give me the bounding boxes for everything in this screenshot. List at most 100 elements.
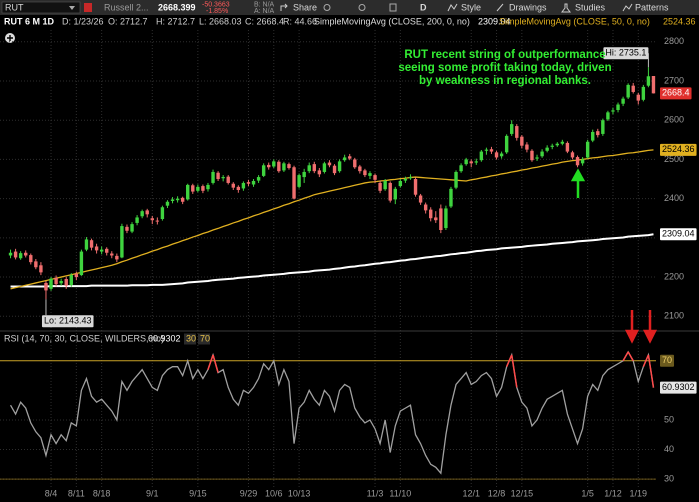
candle-body	[130, 224, 134, 232]
x-tick-label: 12/8	[488, 488, 506, 498]
x-tick-label: 8/18	[93, 488, 111, 498]
candle-body	[180, 197, 185, 202]
candle-body	[34, 261, 38, 268]
candle-body	[423, 204, 428, 211]
candle-body	[631, 85, 635, 92]
candle-body	[591, 131, 595, 141]
candle-body	[297, 175, 301, 187]
candle-body	[575, 157, 580, 166]
share-icon[interactable]	[280, 3, 288, 11]
candle-body	[515, 126, 519, 138]
share-button[interactable]: Share	[293, 2, 317, 12]
dropdown-arrow[interactable]	[69, 6, 75, 10]
last-price-label-box	[660, 87, 692, 100]
low-label-box	[41, 315, 94, 328]
candle-body	[256, 177, 261, 181]
candle-body	[236, 186, 241, 190]
candle-body	[383, 180, 387, 190]
studies-button[interactable]: Studies	[575, 2, 606, 12]
candle-body	[520, 136, 524, 146]
info-high: H: 2712.7	[156, 16, 195, 26]
style-button[interactable]: Style	[461, 2, 481, 12]
high-label-box	[603, 47, 649, 60]
candle-body	[64, 279, 68, 286]
candle-body	[39, 265, 43, 273]
moving-average-line	[10, 233, 654, 288]
candle-body	[196, 186, 200, 191]
x-tick-label: 1/5	[581, 488, 594, 498]
candle-body	[135, 217, 139, 223]
tool-icon[interactable]	[323, 4, 331, 11]
candle-body	[18, 253, 23, 259]
candle-body	[651, 76, 656, 94]
candle-body	[641, 86, 646, 100]
candle-body	[332, 165, 337, 174]
candle-body	[140, 211, 144, 217]
candle-body	[636, 94, 640, 101]
candle-body	[469, 161, 473, 164]
sma200-value: 2309.04	[478, 16, 511, 26]
symbol-input[interactable]	[1, 1, 81, 14]
patterns-icon[interactable]	[622, 3, 633, 12]
patterns-button[interactable]: Patterns	[635, 2, 669, 12]
candle-body	[535, 157, 539, 159]
drawings-button[interactable]: Drawings	[509, 2, 547, 12]
sma200-label: 2309.04	[662, 229, 695, 239]
add-icon[interactable]	[7, 35, 13, 41]
candle-body	[560, 141, 565, 144]
rsi-overbought-segment	[627, 351, 634, 362]
candle-body	[105, 248, 109, 253]
candle-body	[115, 255, 119, 260]
candle-body	[201, 186, 205, 191]
info-low: L: 2668.03	[199, 16, 242, 26]
candle-body	[601, 120, 605, 134]
candle-body	[216, 172, 220, 180]
x-tick-label: 1/19	[630, 488, 648, 498]
info-open: O: 2712.7	[108, 16, 148, 26]
candle-body	[626, 84, 630, 98]
studies-icon[interactable]	[561, 3, 571, 13]
candle-body	[29, 255, 33, 263]
candle-body	[378, 182, 382, 191]
y-tick-label: 2600	[664, 115, 684, 125]
x-tick-label: 10/6	[265, 488, 283, 498]
rsi-overbought-segment	[510, 354, 518, 388]
rsi-overbought-segment	[207, 354, 214, 370]
overbought-axis-label-box	[660, 354, 675, 367]
symbol[interactable]: RUT	[5, 2, 24, 12]
rsi-overbought-segment	[647, 354, 655, 388]
candle-body	[312, 164, 316, 172]
period-button[interactable]: D	[420, 2, 427, 12]
candle-body	[585, 141, 590, 158]
candle-body	[606, 112, 610, 120]
candle-body	[221, 177, 225, 179]
info-range: R: 44.66	[283, 16, 317, 26]
candle-body	[165, 201, 170, 206]
candle-body	[307, 165, 311, 172]
tool-icon[interactable]	[358, 4, 366, 11]
candle-body	[368, 173, 372, 176]
toolbar	[0, 0, 699, 15]
rsi-line	[9, 350, 655, 475]
info-close: C: 2668.4	[245, 16, 284, 26]
x-tick-label: 9/1	[146, 488, 159, 498]
rsi-overbought-segment	[505, 354, 513, 368]
candle-body	[418, 195, 423, 203]
candle-body	[342, 157, 347, 161]
candle-body	[170, 199, 175, 201]
candle-body	[454, 171, 458, 188]
candle-body	[322, 163, 327, 172]
candle-body	[545, 147, 549, 151]
candle-body	[555, 143, 559, 146]
candle-body	[565, 142, 570, 152]
x-tick-label: 9/29	[240, 488, 258, 498]
candle-body	[353, 159, 357, 168]
pct-change: -1.85%	[206, 8, 228, 15]
style-icon[interactable]	[447, 3, 458, 12]
drawings-icon[interactable]	[496, 3, 504, 12]
tool-icon[interactable]	[389, 3, 397, 12]
up-arrow	[570, 168, 586, 198]
candle-body	[8, 252, 13, 256]
x-tick-label: 12/15	[511, 488, 534, 498]
